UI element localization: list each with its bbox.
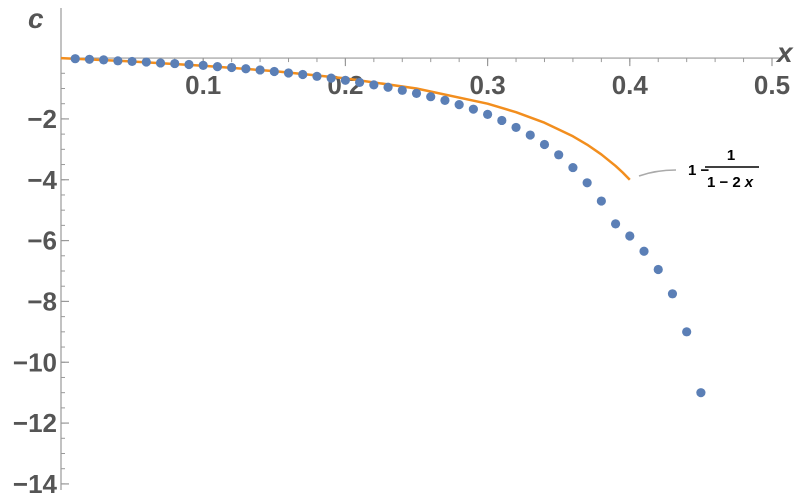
data-point [198, 60, 208, 70]
y-tick-label: −6 [27, 226, 57, 256]
data-point [454, 100, 464, 110]
data-point [440, 95, 450, 105]
data-point [326, 73, 336, 83]
data-point [653, 264, 663, 275]
data-point [241, 64, 251, 74]
y-tick-label: −2 [27, 104, 57, 134]
data-point [127, 56, 137, 67]
annotation-leader-line [638, 169, 677, 177]
points-layer [70, 54, 706, 398]
data-point [525, 130, 535, 140]
data-point [426, 92, 436, 102]
data-point [539, 139, 550, 150]
y-axis-title: c [28, 3, 44, 34]
data-point [170, 58, 180, 69]
y-tick-label: −8 [27, 286, 57, 316]
data-point [511, 122, 521, 133]
data-point [497, 115, 507, 126]
data-point [227, 62, 237, 73]
data-point [369, 80, 379, 90]
x-tick-label: 0.3 [470, 70, 506, 100]
data-point [483, 109, 493, 119]
data-point [596, 196, 606, 206]
data-point [355, 77, 365, 88]
data-point [298, 69, 308, 80]
data-point [554, 150, 564, 160]
data-point [411, 88, 422, 98]
data-point [99, 55, 109, 65]
data-point [610, 219, 621, 229]
x-tick-label: 0.5 [754, 70, 790, 100]
y-tick-label: −14 [13, 469, 58, 496]
annotation-one-minus: 1 − [688, 162, 710, 179]
x-tick-label: 0.1 [185, 70, 221, 100]
data-point [141, 57, 151, 67]
curve-layer [60, 56, 631, 181]
data-point [269, 66, 279, 77]
data-point [312, 71, 322, 81]
data-point [212, 62, 223, 72]
data-point [568, 162, 578, 173]
data-point [70, 54, 80, 64]
data-point [639, 246, 649, 256]
annotation-denominator-text: 1 − 2 [707, 174, 741, 191]
data-point [184, 59, 194, 70]
data-point [696, 388, 706, 398]
y-tick-label: −4 [27, 165, 57, 195]
data-point [667, 289, 678, 299]
data-point [682, 327, 692, 337]
data-point [283, 68, 294, 78]
x-axis-title: x [775, 37, 794, 68]
data-point [468, 104, 478, 114]
x-tick-label: 0.4 [612, 70, 649, 100]
curve-line [60, 56, 631, 181]
axes: 0.1 0.2 0.3 0.4 0.5−2−4−6−8−10−12−14 [13, 8, 790, 496]
data-point [625, 231, 635, 241]
y-tick-label: −10 [13, 347, 57, 377]
data-point [582, 178, 592, 188]
data-point [84, 54, 95, 64]
data-point [255, 65, 265, 75]
annotation-numerator: 1 [727, 147, 735, 164]
data-point [383, 82, 393, 92]
annotation-denominator-x: x [744, 174, 754, 191]
data-point [340, 75, 350, 85]
data-point [113, 56, 123, 66]
y-tick-label: −12 [13, 408, 57, 438]
data-point [155, 58, 166, 68]
data-point [397, 85, 407, 95]
